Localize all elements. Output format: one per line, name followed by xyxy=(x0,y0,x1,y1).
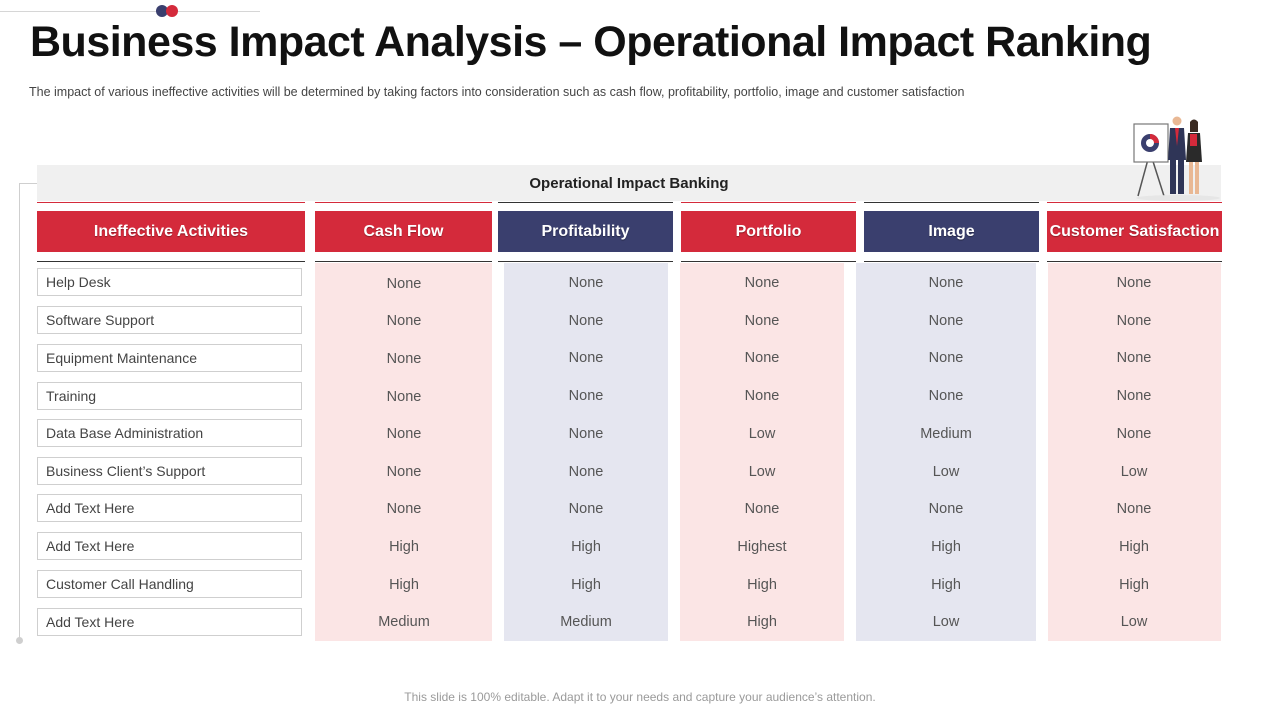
cash-flow-cell: None xyxy=(386,389,422,405)
header-cash-flow: Cash Flow xyxy=(315,211,492,252)
cash-flow-cell: Medium xyxy=(378,614,430,630)
cash-flow-cell: None xyxy=(386,426,422,442)
profitability-cell: None xyxy=(568,313,604,329)
portfolio-cell: Low xyxy=(748,464,776,480)
portfolio-cell: High xyxy=(747,614,777,630)
image-cell: High xyxy=(931,577,961,593)
header-rule-top xyxy=(1047,202,1222,203)
activity-label: Help Desk xyxy=(37,268,302,296)
header-ineffective-activities: Ineffective Activities xyxy=(37,211,305,252)
customer-satisfaction-cell: None xyxy=(1116,275,1152,291)
activity-label: Data Base Administration xyxy=(37,419,302,447)
tree-connector-line xyxy=(19,183,20,641)
cash-flow-column-bg xyxy=(315,263,492,641)
header-rule-top xyxy=(681,202,856,203)
activity-label: Add Text Here xyxy=(37,494,302,522)
profitability-cell: High xyxy=(571,577,601,593)
customer-satisfaction-cell: High xyxy=(1119,539,1149,555)
cash-flow-cell: None xyxy=(386,313,422,329)
portfolio-cell: None xyxy=(744,313,780,329)
profitability-cell: Medium xyxy=(560,614,612,630)
band-title: Operational Impact Banking xyxy=(529,174,729,192)
image-cell: Low xyxy=(932,464,960,480)
profitability-cell: None xyxy=(568,388,604,404)
header-rule-bottom xyxy=(315,261,492,262)
image-cell: High xyxy=(931,539,961,555)
header-rule-bottom xyxy=(1047,261,1222,262)
profitability-cell: None xyxy=(568,501,604,517)
header-rule-bottom xyxy=(864,261,1039,262)
navy-dot-icon xyxy=(156,5,168,17)
image-cell: None xyxy=(928,275,964,291)
header-rule-top xyxy=(864,202,1039,203)
image-cell: None xyxy=(928,388,964,404)
customer-satisfaction-cell: None xyxy=(1116,313,1152,329)
business-presentation-icon xyxy=(1133,116,1220,201)
portfolio-cell: None xyxy=(744,275,780,291)
customer-satisfaction-cell: Low xyxy=(1120,464,1148,480)
portfolio-cell: None xyxy=(744,388,780,404)
cash-flow-cell: High xyxy=(389,539,419,555)
portfolio-cell: None xyxy=(744,501,780,517)
customer-satisfaction-column-bg xyxy=(1048,263,1221,641)
header-profitability: Profitability xyxy=(498,211,673,252)
header-rule-bottom xyxy=(37,261,305,262)
image-column-bg xyxy=(856,263,1036,641)
customer-satisfaction-cell: None xyxy=(1116,388,1152,404)
customer-satisfaction-cell: None xyxy=(1116,426,1152,442)
header-rule-top xyxy=(37,202,305,203)
header-rule-top xyxy=(498,202,673,203)
activity-label: Training xyxy=(37,382,302,410)
profitability-cell: None xyxy=(568,464,604,480)
profitability-cell: None xyxy=(568,350,604,366)
activity-label: Add Text Here xyxy=(37,608,302,636)
profitability-column-bg xyxy=(504,263,668,641)
cash-flow-cell: None xyxy=(386,501,422,517)
portfolio-cell: Low xyxy=(748,426,776,442)
header-image: Image xyxy=(864,211,1039,252)
customer-satisfaction-cell: High xyxy=(1119,577,1149,593)
image-cell: None xyxy=(928,501,964,517)
activity-label: Customer Call Handling xyxy=(37,570,302,598)
header-rule-bottom xyxy=(681,261,856,262)
activity-label: Equipment Maintenance xyxy=(37,344,302,372)
image-cell: Medium xyxy=(920,426,972,442)
page-title: Business Impact Analysis – Operational I… xyxy=(30,18,1152,66)
customer-satisfaction-cell: None xyxy=(1116,350,1152,366)
activity-label: Software Support xyxy=(37,306,302,334)
footer-note: This slide is 100% editable. Adapt it to… xyxy=(404,690,876,704)
activity-label: Business Client’s Support xyxy=(37,457,302,485)
tree-connector-dot xyxy=(16,637,23,644)
customer-satisfaction-cell: None xyxy=(1116,501,1152,517)
image-cell: Low xyxy=(932,614,960,630)
activity-label: Add Text Here xyxy=(37,532,302,560)
page-subtitle: The impact of various ineffective activi… xyxy=(29,85,965,99)
portfolio-cell: None xyxy=(744,350,780,366)
portfolio-cell: High xyxy=(747,577,777,593)
top-divider xyxy=(0,11,260,12)
cash-flow-cell: None xyxy=(386,276,422,292)
header-rule-top xyxy=(315,202,492,203)
header-rule-bottom xyxy=(498,261,673,262)
red-dot-icon xyxy=(166,5,178,17)
cash-flow-cell: None xyxy=(386,464,422,480)
portfolio-cell: Highest xyxy=(737,539,787,555)
header-portfolio: Portfolio xyxy=(681,211,856,252)
profitability-cell: None xyxy=(568,426,604,442)
header-customer-satisfaction: Customer Satisfaction xyxy=(1047,211,1222,252)
tree-connector-top xyxy=(19,183,37,184)
section-band: Operational Impact Banking xyxy=(37,165,1221,201)
image-cell: None xyxy=(928,350,964,366)
profitability-cell: None xyxy=(568,275,604,291)
cash-flow-cell: High xyxy=(389,577,419,593)
image-cell: None xyxy=(928,313,964,329)
customer-satisfaction-cell: Low xyxy=(1120,614,1148,630)
portfolio-column-bg xyxy=(680,263,844,641)
cash-flow-cell: None xyxy=(386,351,422,367)
profitability-cell: High xyxy=(571,539,601,555)
